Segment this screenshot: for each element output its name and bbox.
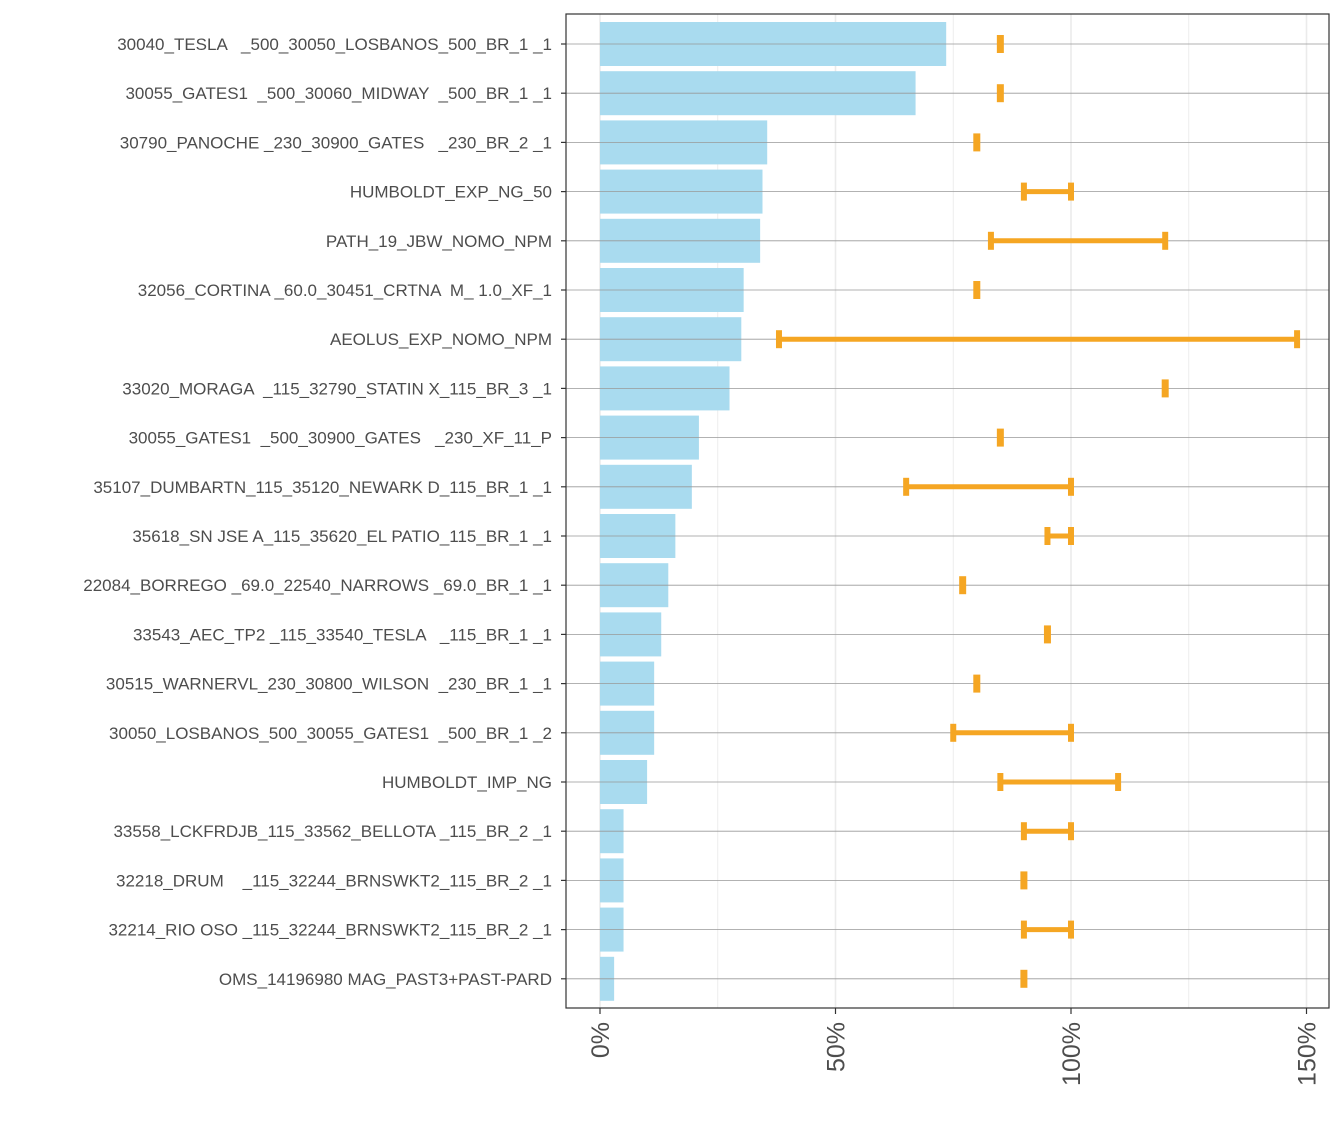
y-tick-label: OMS_14196980 MAG_PAST3+PAST-PARD xyxy=(219,970,552,989)
y-tick-label: 33020_MORAGA _115_32790_STATIN X_115_BR_… xyxy=(122,379,552,398)
x-axis: 0% 50% 100% 150% xyxy=(587,1008,1322,1086)
y-tick-label: 35618_SN JSE A_115_35620_EL PATIO_115_BR… xyxy=(132,527,552,546)
y-tick-label: 33558_LCKFRDJB_115_33562_BELLOTA _115_BR… xyxy=(113,822,552,841)
y-tick-label: 33543_AEC_TP2 _115_33540_TESLA _115_BR_1… xyxy=(133,625,552,644)
y-tick-label: 30055_GATES1 _500_30900_GATES _230_XF_11… xyxy=(129,429,552,448)
x-tick-label: 150% xyxy=(1294,1022,1322,1086)
ranges-layer xyxy=(775,35,1301,988)
y-tick-label: AEOLUS_EXP_NOMO_NPM xyxy=(330,330,552,349)
y-tick-label: PATH_19_JBW_NOMO_NPM xyxy=(326,232,552,251)
y-tick-label: 30040_TESLA _500_30050_LOSBANOS_500_BR_1… xyxy=(117,35,552,54)
y-tick-label: HUMBOLDT_IMP_NG xyxy=(382,773,552,792)
y-tick-label: HUMBOLDT_EXP_NG_50 xyxy=(350,183,552,202)
y-tick-label: 32218_DRUM _115_32244_BRNSWKT2_115_BR_2 … xyxy=(116,871,552,890)
bars-layer xyxy=(600,22,947,1001)
y-tick-label: 35107_DUMBARTN_115_35120_NEWARK D_115_BR… xyxy=(93,478,552,497)
x-tick-label: 100% xyxy=(1058,1022,1086,1086)
y-tick-label: 32056_CORTINA _60.0_30451_CRTNA M_ 1.0_X… xyxy=(138,281,552,300)
y-axis: 30040_TESLA _500_30050_LOSBANOS_500_BR_1… xyxy=(83,35,566,989)
y-tick-label: 22084_BORREGO _69.0_22540_NARROWS _69.0_… xyxy=(83,576,552,595)
frame-layer xyxy=(565,13,1330,1009)
y-tick-label: 32214_RIO OSO _115_32244_BRNSWKT2_115_BR… xyxy=(108,921,552,940)
panel-border xyxy=(565,13,1330,1009)
x-tick-label: 0% xyxy=(587,1022,615,1058)
y-tick-label: 30515_WARNERVL_230_30800_WILSON _230_BR_… xyxy=(106,675,552,694)
y-tick-label: 30050_LOSBANOS_500_30055_GATES1 _500_BR_… xyxy=(109,724,552,743)
x-tick-label: 50% xyxy=(823,1022,851,1072)
y-tick-label: 30055_GATES1 _500_30060_MIDWAY _500_BR_1… xyxy=(125,84,552,103)
y-tick-label: 30790_PANOCHE _230_30900_GATES _230_BR_2… xyxy=(120,133,552,152)
